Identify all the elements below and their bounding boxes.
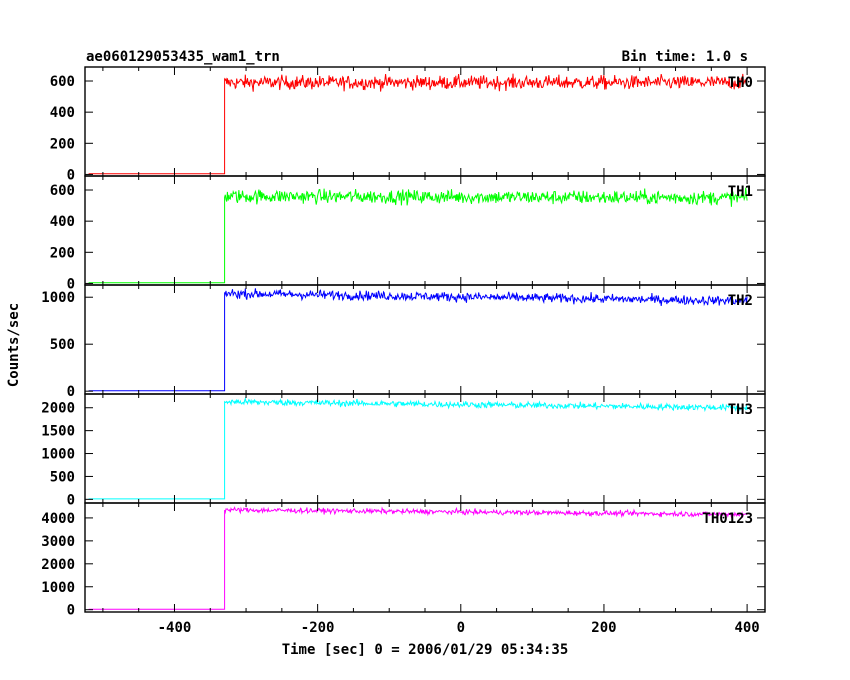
y-tick-label: 4000 bbox=[41, 511, 75, 527]
x-axis-label: Time [sec] 0 = 2006/01/29 05:34:35 bbox=[282, 642, 569, 658]
bin-time-label: Bin time: 1.0 s bbox=[622, 49, 748, 65]
y-tick-label: 400 bbox=[50, 214, 75, 230]
y-tick-label: 2000 bbox=[41, 401, 75, 417]
series-label-th0123: TH0123 bbox=[702, 511, 753, 527]
series-label-th2: TH2 bbox=[728, 293, 753, 309]
y-tick-label: 0 bbox=[67, 167, 75, 183]
y-tick-label: 200 bbox=[50, 245, 75, 261]
x-tick-label: 200 bbox=[591, 620, 616, 636]
series-label-th0: TH0 bbox=[728, 75, 753, 91]
panel-frame-th0 bbox=[84, 66, 766, 177]
y-tick-label: 0 bbox=[67, 603, 75, 619]
y-tick-label: 200 bbox=[50, 136, 75, 152]
panels-group: 0 200 400 600 TH0 0 200 400 600 TH1 0 500 1000 TH2 0 50… bbox=[41, 66, 766, 636]
series-line-th0 bbox=[88, 73, 748, 175]
series-label-th3: TH3 bbox=[728, 402, 753, 418]
y-tick-label: 1000 bbox=[41, 447, 75, 463]
y-tick-label: 400 bbox=[50, 105, 75, 121]
y-tick-label: 3000 bbox=[41, 534, 75, 550]
x-tick-label: -200 bbox=[301, 620, 335, 636]
panel-frame-th2 bbox=[84, 284, 766, 395]
y-tick-label: 1000 bbox=[41, 290, 75, 306]
y-tick-label: 1000 bbox=[41, 580, 75, 596]
y-tick-label: 600 bbox=[50, 74, 75, 90]
y-tick-label: 1500 bbox=[41, 424, 75, 440]
series-line-th2 bbox=[88, 288, 748, 392]
y-axis-label: Counts/sec bbox=[6, 303, 22, 387]
y-tick-label: 500 bbox=[50, 469, 75, 485]
series-line-th0123 bbox=[88, 506, 748, 610]
x-tick-label: -400 bbox=[158, 620, 192, 636]
y-tick-label: 0 bbox=[67, 492, 75, 508]
y-tick-label: 2000 bbox=[41, 557, 75, 573]
y-tick-label: 500 bbox=[50, 337, 75, 353]
series-line-th1 bbox=[88, 187, 748, 284]
series-line-th3 bbox=[88, 396, 748, 500]
x-tick-label: 0 bbox=[457, 620, 465, 636]
y-tick-label: 0 bbox=[67, 276, 75, 292]
x-tick-label: 400 bbox=[734, 620, 759, 636]
y-tick-label: 0 bbox=[67, 384, 75, 400]
chart-title: ae060129053435_wam1_trn bbox=[86, 49, 280, 65]
panel-frame-th0123 bbox=[84, 502, 766, 613]
series-label-th1: TH1 bbox=[728, 184, 753, 200]
y-tick-label: 600 bbox=[50, 183, 75, 199]
panel-frame-th3 bbox=[84, 393, 766, 504]
